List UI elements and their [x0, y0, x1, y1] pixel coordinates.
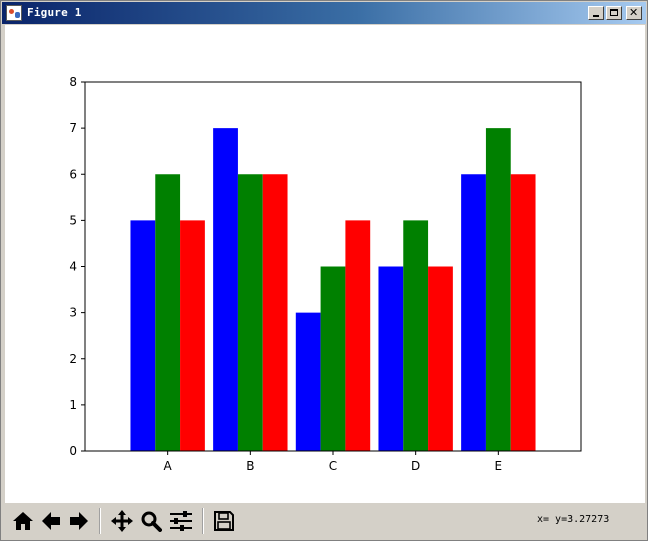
bar-C-series-3 [345, 220, 371, 452]
arrow-left-icon [42, 512, 60, 530]
bar-C-series-1 [295, 312, 321, 452]
toolbar-separator [202, 508, 204, 534]
close-button[interactable]: ✕ [626, 6, 642, 20]
move-arrows-icon [111, 510, 133, 532]
y-tick-label: 8 [69, 75, 77, 89]
toolbar-separator [99, 508, 101, 534]
magnifier-icon [141, 511, 162, 532]
matplotlib-figure-icon [6, 5, 22, 21]
y-tick-label: 7 [69, 121, 77, 135]
y-tick-label: 5 [69, 213, 77, 227]
y-tick-label: 2 [69, 352, 77, 366]
pan-button[interactable] [108, 507, 136, 535]
navigation-toolbar: x= y=3.27273 [5, 504, 645, 540]
bar-A-series-1 [130, 220, 156, 452]
title-bar[interactable]: Figure 1 ✕ [2, 2, 646, 24]
cursor-coordinates: x= y=3.27273 [537, 514, 610, 525]
close-icon: ✕ [629, 6, 639, 19]
bar-E-series-2 [485, 128, 511, 452]
home-button[interactable] [9, 507, 37, 535]
y-tick-label: 1 [69, 398, 77, 412]
y-tick-label: 6 [69, 167, 77, 181]
window-title: Figure 1 [27, 6, 82, 19]
maximize-icon [610, 9, 618, 16]
configure-subplots-button[interactable] [167, 507, 195, 535]
save-button[interactable] [210, 507, 238, 535]
minimize-button[interactable] [588, 6, 604, 20]
bar-chart: 0 1 2 3 4 5 6 7 8 A B C D E [69, 75, 582, 473]
bar-D-series-3 [428, 266, 453, 451]
forward-button[interactable] [65, 507, 93, 535]
y-tick-label: 3 [69, 306, 77, 320]
bar-D-series-2 [403, 220, 429, 452]
x-tick-label: E [495, 459, 503, 473]
window-controls: ✕ [588, 6, 642, 20]
x-tick-label: C [329, 459, 337, 473]
back-button[interactable] [37, 507, 65, 535]
floppy-disk-icon [214, 511, 234, 531]
bar-E-series-3 [510, 174, 536, 451]
y-tick-label: 4 [69, 260, 77, 274]
y-tick-label: 0 [69, 444, 77, 458]
sliders-icon [170, 511, 192, 531]
bar-B-series-2 [237, 174, 263, 451]
x-tick-label: D [411, 459, 420, 473]
bar-A-series-3 [180, 220, 205, 452]
bar-D-series-1 [378, 266, 404, 451]
bar-A-series-2 [155, 174, 181, 451]
arrow-right-icon [70, 512, 88, 530]
bar-B-series-1 [213, 128, 238, 452]
bar-C-series-2 [320, 266, 346, 451]
bar-E-series-1 [461, 174, 486, 451]
figure-canvas[interactable]: 0 1 2 3 4 5 6 7 8 A B C D E [5, 25, 645, 503]
maximize-button[interactable] [606, 6, 622, 20]
x-tick-label: B [246, 459, 254, 473]
zoom-button[interactable] [137, 507, 165, 535]
home-icon [13, 512, 33, 530]
minimize-icon [593, 15, 599, 17]
bar-B-series-3 [262, 174, 288, 451]
x-tick-label: A [164, 459, 173, 473]
